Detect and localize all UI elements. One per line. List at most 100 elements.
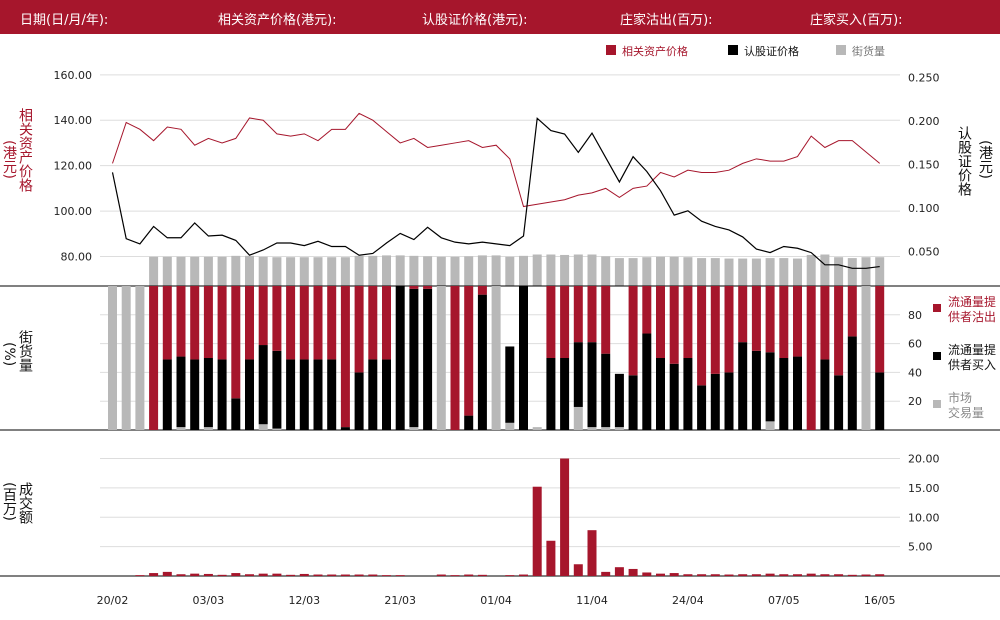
x-tick-label: 12/03 [288, 594, 320, 607]
outstanding-bar [286, 257, 296, 286]
turnover-bar [505, 575, 515, 576]
lp-sell-bar [477, 286, 487, 295]
lp-buy-bar [834, 375, 844, 430]
outstanding-bar [847, 258, 857, 286]
lp-sell-bar [683, 286, 693, 358]
lp-buy-bar [724, 372, 734, 430]
lp-buy-bar [738, 342, 748, 430]
lp-buy-bar [162, 359, 172, 430]
lp-sell-bar [409, 286, 419, 289]
lp-buy-bar [340, 427, 350, 430]
legend-outstanding-label: 街货量 [852, 44, 885, 58]
outstanding-bar [546, 254, 556, 286]
lp-sell-bar [368, 286, 378, 360]
lp-buy-bar [203, 358, 213, 428]
lp-sell-bar [354, 286, 364, 373]
lp-sell-bar [820, 286, 830, 360]
lp-buy-bar [176, 356, 186, 428]
turnover-bar [779, 574, 789, 576]
lp-buy-bar [793, 356, 802, 430]
tick-label-left-top: 80.00 [61, 250, 93, 263]
outstanding-bar [491, 255, 501, 286]
lp-buy-bar [299, 359, 309, 430]
left-top-axis-unit-text: 港元 [1, 145, 17, 174]
outstanding-bar [834, 257, 844, 286]
outstanding-bar [203, 256, 213, 286]
lp-sell-bar [231, 286, 241, 399]
turnover-bar [628, 568, 638, 576]
turnover-bar [286, 574, 296, 576]
outstanding-bar [299, 257, 309, 286]
right-top-axis-title: 认股证价格 [955, 126, 973, 196]
outstanding-bar [162, 256, 172, 286]
outstanding-bar [217, 256, 227, 286]
outstanding-bar [272, 257, 282, 286]
lp-sell-bar [546, 286, 556, 358]
legend-warrant-price-label: 认股证价格 [744, 44, 799, 58]
x-tick-label: 16/05 [864, 594, 896, 607]
outstanding-bar [683, 257, 693, 286]
legend-lp-sell-swatch [933, 304, 941, 312]
turnover-bar [519, 574, 528, 576]
outstanding-bar [313, 257, 323, 286]
outstanding-bar [190, 256, 200, 286]
tick-label-middle: 80 [908, 309, 922, 322]
lp-sell-bar [875, 286, 885, 373]
tick-label-right-top: 0.150 [908, 159, 940, 172]
turnover-bar [587, 530, 597, 576]
turnover-bar [340, 574, 350, 576]
turnover-bar [560, 458, 570, 576]
asset-price-line [112, 112, 881, 208]
legend-outstanding-swatch [836, 45, 846, 55]
legend-lp-sell-label-1: 流通量提 [948, 294, 996, 309]
lp-buy-bar [217, 359, 227, 430]
middle-axis-title: 街货量 [16, 330, 34, 372]
lp-buy-bar [327, 359, 337, 430]
lp-sell-bar [162, 286, 172, 360]
outstanding-bar [327, 257, 337, 286]
lp-buy-bar [519, 286, 528, 430]
lp-sell-bar [382, 286, 391, 360]
turnover-bar [450, 575, 460, 576]
x-tick-label: 03/03 [193, 594, 225, 607]
lp-buy-bar [656, 358, 665, 430]
lp-buy-bar [875, 372, 885, 430]
lp-buy-bar [628, 375, 638, 430]
lp-sell-bar [847, 286, 857, 337]
outstanding-bar [464, 256, 474, 286]
turnover-bar [313, 574, 323, 576]
x-tick-label: 11/04 [576, 594, 608, 607]
market-volume-bar [108, 286, 117, 430]
lp-buy-bar [642, 333, 652, 430]
outstanding-bar [519, 255, 528, 286]
turnover-bar [875, 574, 885, 576]
lp-sell-bar [806, 286, 816, 430]
outstanding-bar [176, 256, 186, 286]
lp-sell-bar [793, 286, 802, 357]
lp-sell-bar [779, 286, 789, 358]
lp-sell-bar [299, 286, 309, 360]
market-volume-bar [765, 421, 775, 430]
outstanding-bar [395, 255, 405, 286]
lp-sell-bar [751, 286, 761, 351]
market-volume-bar [258, 424, 268, 430]
outstanding-bar [751, 258, 761, 286]
turnover-bar [327, 574, 337, 576]
outstanding-bar [382, 255, 391, 286]
right-top-axis-unit: (港元) [977, 140, 993, 179]
outstanding-bar [861, 257, 871, 286]
lp-buy-bar [669, 363, 679, 430]
turnover-bar [258, 573, 268, 576]
outstanding-bar [340, 257, 350, 286]
turnover-bar [382, 575, 391, 576]
turnover-bar [738, 574, 748, 576]
left-top-axis-title: 相关资产价格 [16, 108, 34, 192]
outstanding-bar [245, 255, 254, 286]
lp-sell-bar [203, 286, 213, 358]
lp-buy-bar [710, 373, 720, 430]
lp-sell-bar [327, 286, 337, 360]
lp-sell-bar [669, 286, 679, 364]
bottom-axis-unit: (百万) [1, 482, 17, 521]
lp-buy-bar [245, 359, 254, 430]
lp-buy-bar [382, 359, 391, 430]
